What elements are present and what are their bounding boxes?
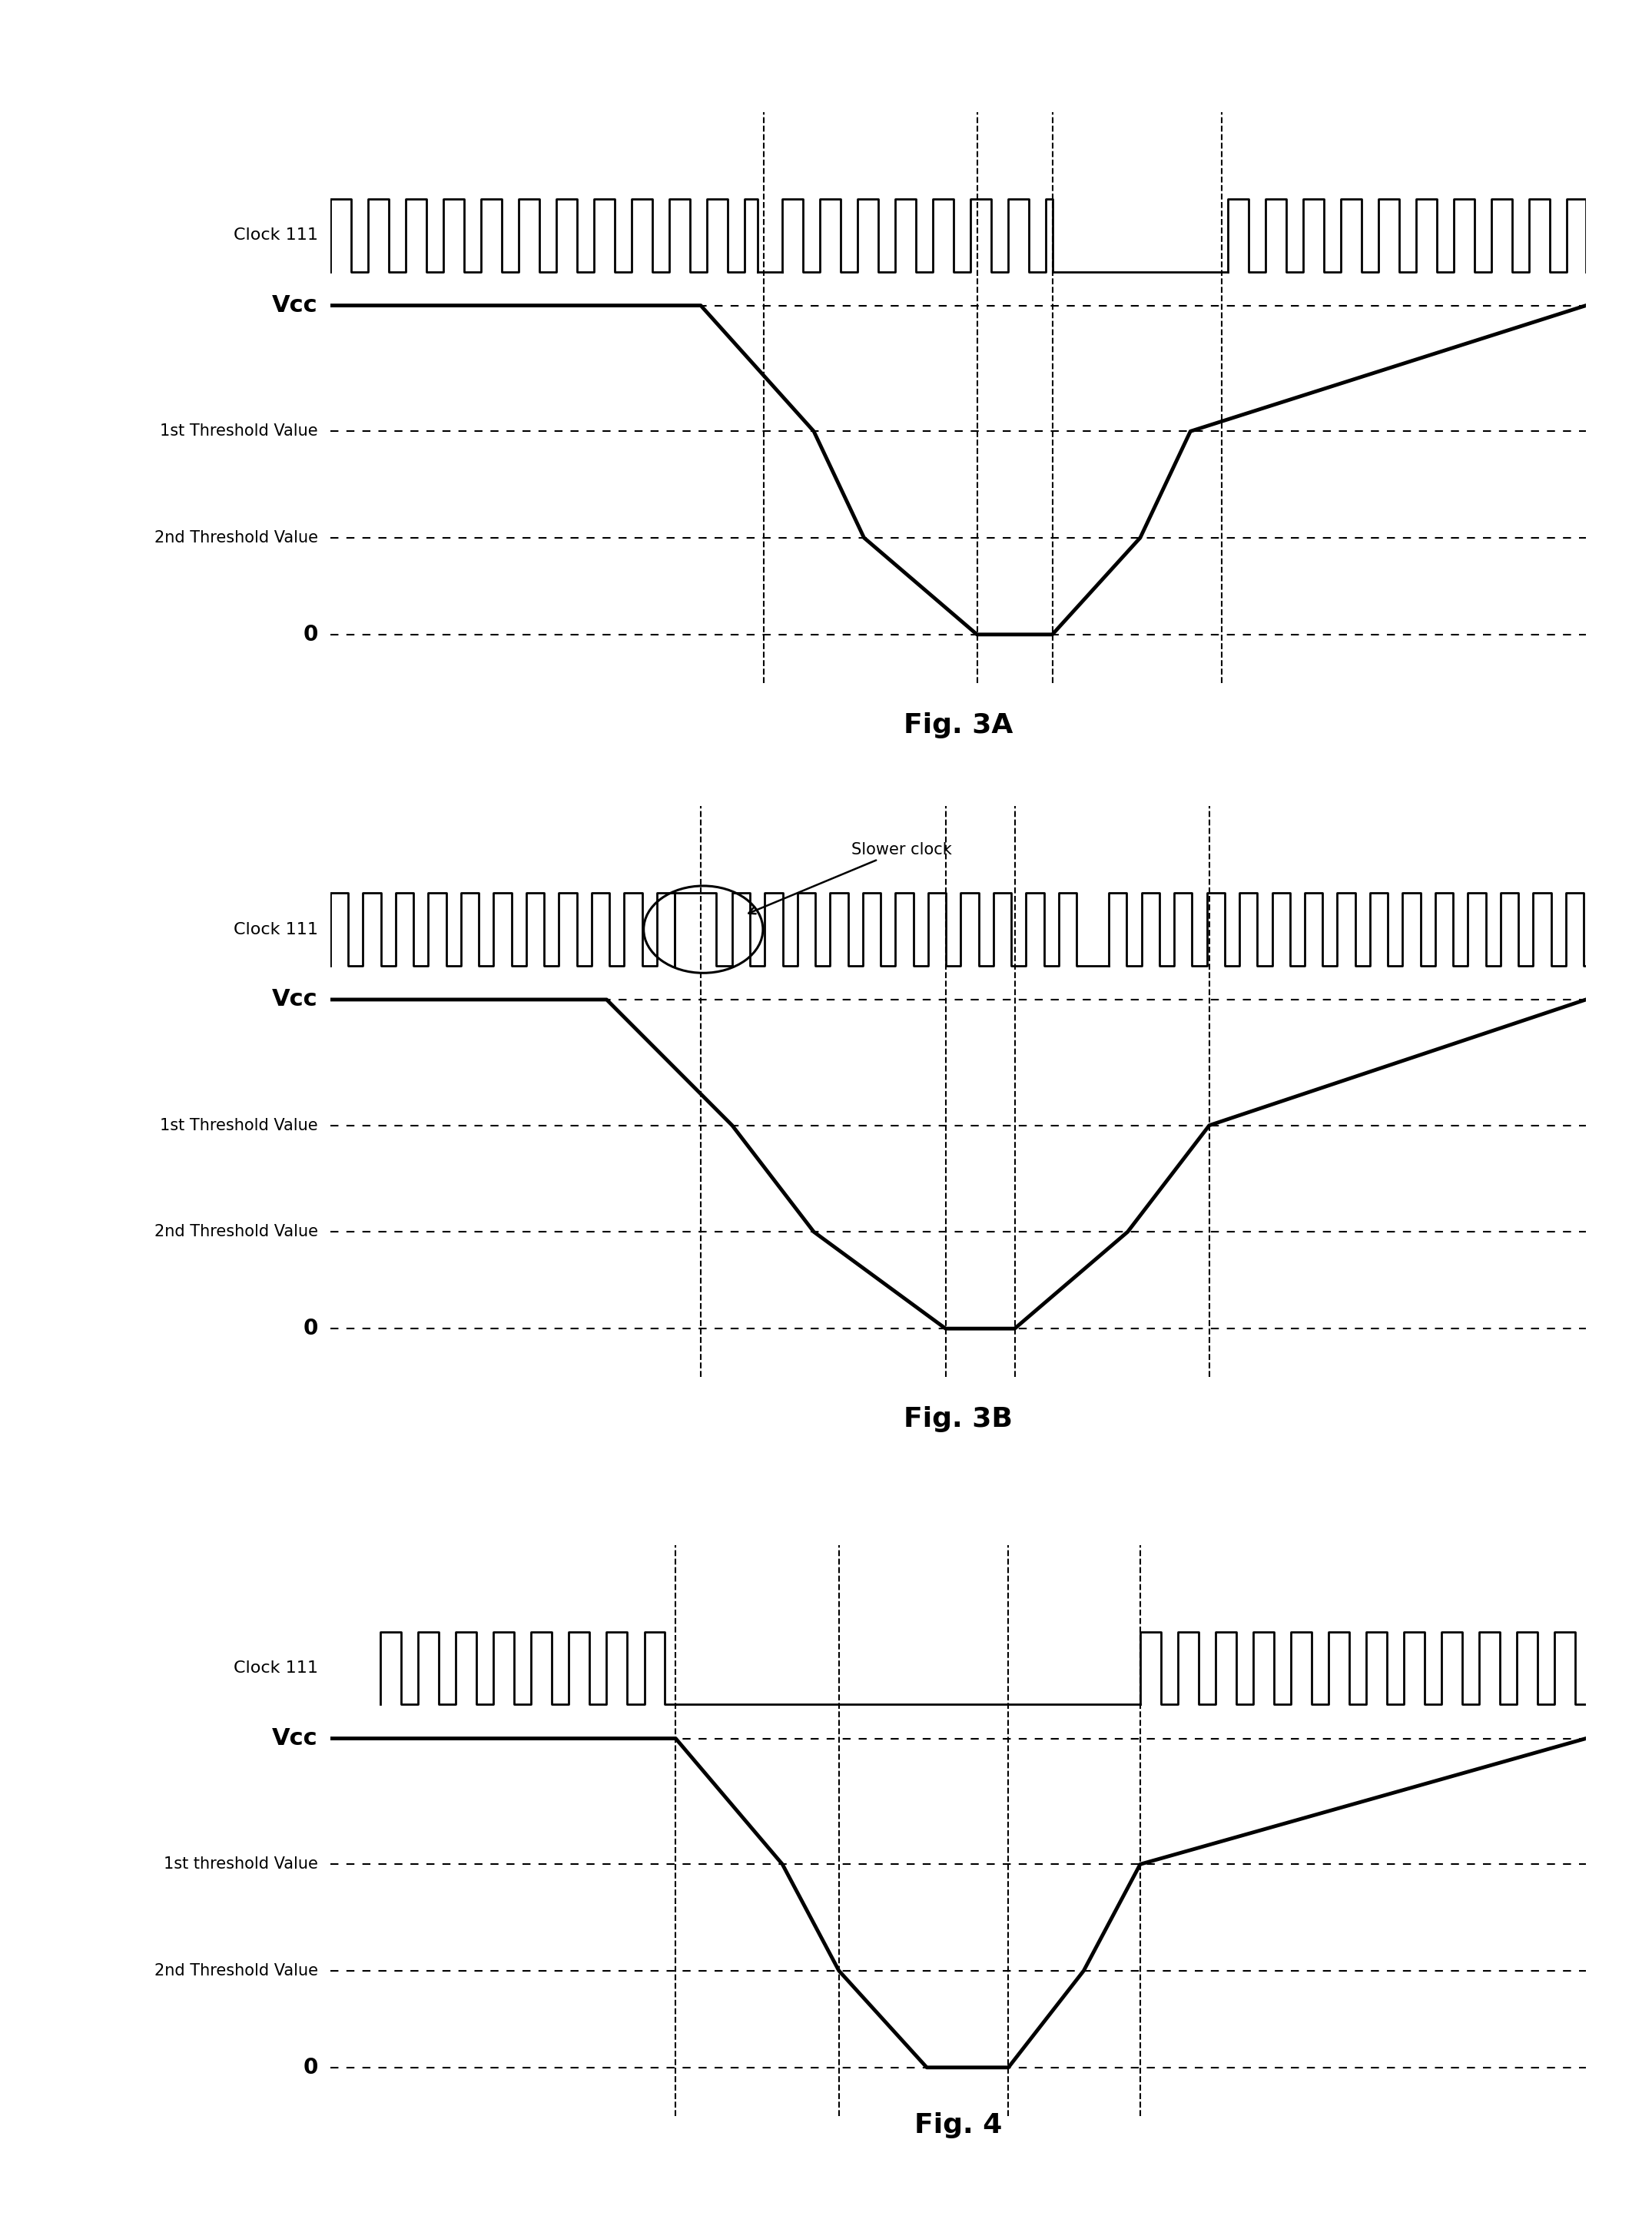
Text: 1st Threshold Value: 1st Threshold Value <box>160 1117 317 1133</box>
Text: 1st Threshold Value: 1st Threshold Value <box>160 423 317 439</box>
Text: Clock 111: Clock 111 <box>233 1661 317 1677</box>
Text: Slower clock: Slower clock <box>748 842 952 914</box>
Text: 2nd Threshold Value: 2nd Threshold Value <box>154 1225 317 1240</box>
Text: 1st threshold Value: 1st threshold Value <box>164 1856 317 1872</box>
Text: Clock 111: Clock 111 <box>233 922 317 938</box>
Text: Vcc: Vcc <box>273 1726 317 1749</box>
Text: Vcc: Vcc <box>273 987 317 1010</box>
Text: 0: 0 <box>302 625 317 645</box>
Text: 2nd Threshold Value: 2nd Threshold Value <box>154 1964 317 1979</box>
Text: 0: 0 <box>302 1319 317 1339</box>
Text: 0: 0 <box>302 2058 317 2078</box>
Text: Fig. 3A: Fig. 3A <box>904 712 1013 739</box>
Text: Fig. 4: Fig. 4 <box>914 2111 1003 2138</box>
Text: Clock 111: Clock 111 <box>233 228 317 244</box>
Text: Vcc: Vcc <box>273 293 317 316</box>
Text: Fig. 3B: Fig. 3B <box>904 1406 1013 1433</box>
Text: 2nd Threshold Value: 2nd Threshold Value <box>154 531 317 546</box>
